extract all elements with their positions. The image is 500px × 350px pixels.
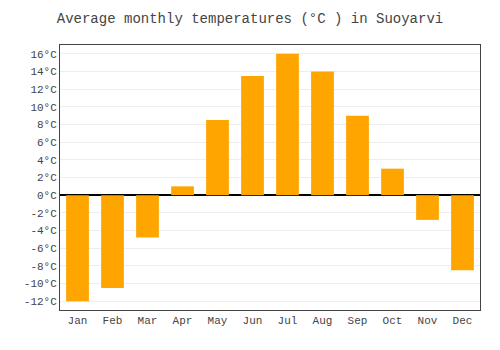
svg-text:12°C: 12°C — [30, 84, 57, 96]
svg-text:4°C: 4°C — [37, 155, 57, 167]
svg-text:2°C: 2°C — [37, 172, 57, 184]
svg-text:-12°C: -12°C — [24, 296, 57, 308]
svg-text:Mar: Mar — [138, 315, 158, 327]
svg-text:Jun: Jun — [243, 315, 263, 327]
svg-text:-2°C: -2°C — [30, 208, 57, 220]
svg-text:16°C: 16°C — [30, 49, 57, 61]
svg-text:May: May — [208, 315, 228, 327]
svg-text:-4°C: -4°C — [30, 225, 57, 237]
svg-text:Dec: Dec — [453, 315, 473, 327]
svg-text:10°C: 10°C — [30, 102, 57, 114]
svg-text:6°C: 6°C — [37, 137, 57, 149]
svg-text:Apr: Apr — [173, 315, 193, 327]
svg-text:Jan: Jan — [68, 315, 88, 327]
svg-text:Nov: Nov — [418, 315, 438, 327]
svg-text:Aug: Aug — [313, 315, 333, 327]
svg-text:Jul: Jul — [278, 315, 298, 327]
svg-text:14°C: 14°C — [30, 66, 57, 78]
svg-text:-6°C: -6°C — [30, 243, 57, 255]
svg-text:Feb: Feb — [103, 315, 123, 327]
svg-text:Sep: Sep — [348, 315, 368, 327]
svg-text:Average monthly temperatures (: Average monthly temperatures (°C ) in Su… — [57, 11, 443, 27]
svg-text:-10°C: -10°C — [24, 278, 57, 290]
svg-text:Oct: Oct — [383, 315, 403, 327]
svg-text:8°C: 8°C — [37, 119, 57, 131]
svg-text:-8°C: -8°C — [30, 261, 57, 273]
svg-text:0°C: 0°C — [37, 190, 57, 202]
